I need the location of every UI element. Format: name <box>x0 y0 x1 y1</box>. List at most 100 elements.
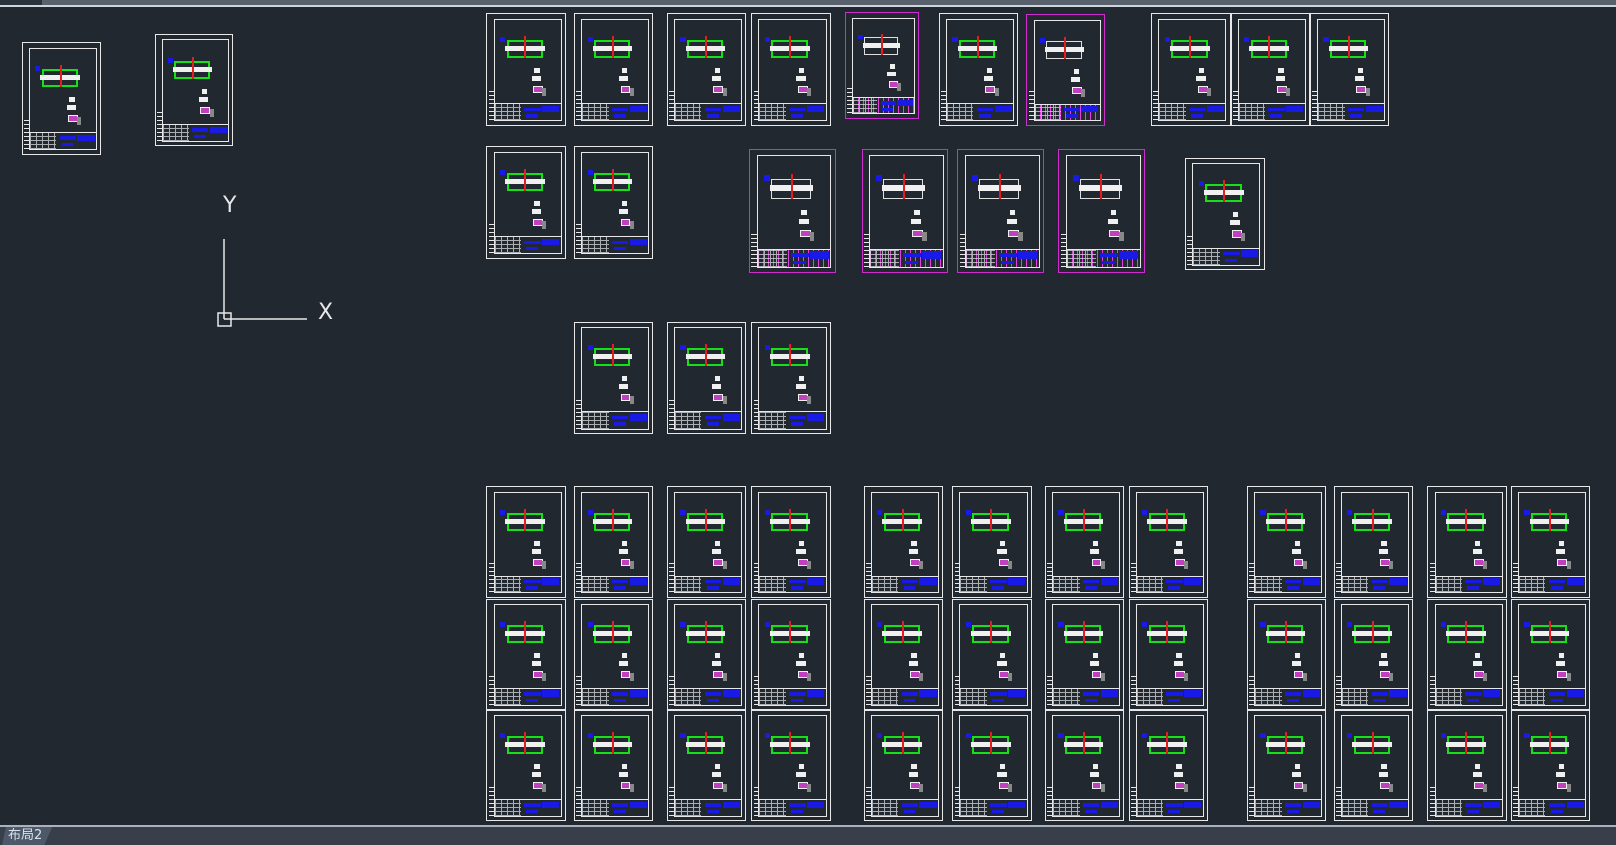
drawing-sheet[interactable] <box>1151 13 1231 126</box>
detail-view <box>807 396 811 405</box>
drawing-sheet[interactable] <box>938 13 1019 126</box>
model-space-canvas[interactable]: Y X <box>0 7 1616 825</box>
title-block <box>759 799 826 817</box>
centerline <box>1465 732 1468 755</box>
centerline <box>704 621 707 643</box>
drawing-sheet[interactable] <box>1510 598 1591 711</box>
drawing-sheet[interactable] <box>957 149 1044 274</box>
drawing-sheet[interactable] <box>486 13 566 126</box>
drawing-sheet[interactable] <box>574 321 654 434</box>
drawing-sheet[interactable] <box>486 146 566 259</box>
title-block <box>582 687 649 705</box>
note-block <box>1475 764 1481 770</box>
drawing-sheet[interactable] <box>21 42 101 155</box>
title-block <box>494 799 561 817</box>
revision-strip <box>1513 562 1519 593</box>
drawing-sheet[interactable] <box>1333 486 1413 598</box>
drawing-sheet[interactable] <box>574 146 654 259</box>
drawing-sheet[interactable] <box>1247 598 1327 711</box>
drawing-sheet[interactable] <box>574 486 654 598</box>
drawing-sheet[interactable] <box>666 321 747 434</box>
drawing-sheet[interactable] <box>863 486 943 598</box>
drawing-sheet[interactable] <box>666 710 747 822</box>
title-block <box>582 575 649 593</box>
drawing-sheet[interactable] <box>486 486 566 598</box>
drawing-sheet[interactable] <box>1510 710 1591 822</box>
drawing-sheet[interactable] <box>666 13 747 126</box>
centerline <box>789 732 792 755</box>
drawing-sheet[interactable] <box>666 598 747 711</box>
drawing-sheet[interactable] <box>1185 157 1265 270</box>
drawing-sheet[interactable] <box>1510 486 1591 598</box>
centerline <box>901 732 904 755</box>
drawing-sheet[interactable] <box>751 486 831 598</box>
centerline <box>611 168 614 191</box>
drawing-sheet[interactable] <box>574 598 654 711</box>
file-tab[interactable] <box>0 0 42 5</box>
centerline <box>790 174 793 199</box>
detail-view <box>542 560 547 569</box>
detail-view <box>722 88 727 97</box>
sheet-border <box>1513 604 1587 706</box>
label-block <box>877 509 883 515</box>
drawing-sheet[interactable] <box>845 12 920 119</box>
drawing-sheet[interactable] <box>1045 710 1125 822</box>
label-block <box>965 622 972 628</box>
centerline <box>1099 174 1102 199</box>
drawing-sheet[interactable] <box>1333 710 1413 822</box>
layout-tab-2[interactable]: 布局2 <box>2 827 52 845</box>
title-block <box>1067 248 1140 268</box>
drawing-sheet[interactable] <box>751 598 831 711</box>
centerline <box>1465 508 1468 531</box>
drawing-sheet[interactable] <box>154 34 233 147</box>
drawing-sheet[interactable] <box>1427 710 1507 822</box>
drawing-sheet[interactable] <box>1128 710 1208 822</box>
drawing-sheet[interactable] <box>1058 149 1145 274</box>
drawing-sheet[interactable] <box>1128 486 1208 598</box>
title-block <box>1136 687 1203 705</box>
drawing-sheet[interactable] <box>751 13 831 126</box>
drawing-sheet[interactable] <box>1045 486 1125 598</box>
label-block <box>1141 733 1148 739</box>
drawing-sheet[interactable] <box>1230 13 1310 126</box>
drawing-sheet[interactable] <box>486 710 566 822</box>
drawing-sheet[interactable] <box>861 149 949 274</box>
drawing-sheet[interactable] <box>863 598 943 711</box>
drawing-sheet[interactable] <box>1427 598 1507 711</box>
note-block <box>201 88 207 94</box>
sheet-border <box>1153 18 1227 122</box>
note-block <box>1006 218 1017 225</box>
detail-view <box>1119 231 1124 241</box>
drawing-sheet[interactable] <box>1128 598 1208 711</box>
drawing-sheet[interactable] <box>1045 598 1125 711</box>
drawing-sheet[interactable] <box>1247 486 1327 598</box>
revision-strip <box>1187 234 1193 265</box>
drawing-sheet[interactable] <box>1427 486 1507 598</box>
detail-view <box>1206 88 1211 97</box>
centerline <box>704 732 707 755</box>
drawing-sheet[interactable] <box>749 149 836 274</box>
drawing-sheet[interactable] <box>863 710 943 822</box>
drawing-sheet[interactable] <box>486 598 566 711</box>
note-block <box>1092 652 1099 658</box>
title-block <box>1136 799 1203 817</box>
drawing-sheet[interactable] <box>1247 710 1327 822</box>
drawing-sheet[interactable] <box>751 710 831 822</box>
drawing-sheet[interactable] <box>666 486 747 598</box>
drawing-sheet[interactable] <box>574 710 654 822</box>
drawing-sheet[interactable] <box>1026 14 1105 126</box>
drawing-sheet[interactable] <box>751 321 831 434</box>
note-block <box>711 548 722 554</box>
label-block <box>1524 622 1530 628</box>
drawing-sheet[interactable] <box>952 710 1032 822</box>
drawing-sheet[interactable] <box>1309 13 1390 126</box>
revision-strip <box>753 562 759 593</box>
revision-strip <box>576 90 582 121</box>
drawing-sheet[interactable] <box>574 13 654 126</box>
drawing-sheet[interactable] <box>1333 598 1413 711</box>
drawing-sheet[interactable] <box>952 598 1032 711</box>
drawing-sheet[interactable] <box>952 486 1032 598</box>
title-block <box>960 687 1027 705</box>
note-block <box>798 218 809 225</box>
sheet-border <box>954 715 1028 818</box>
